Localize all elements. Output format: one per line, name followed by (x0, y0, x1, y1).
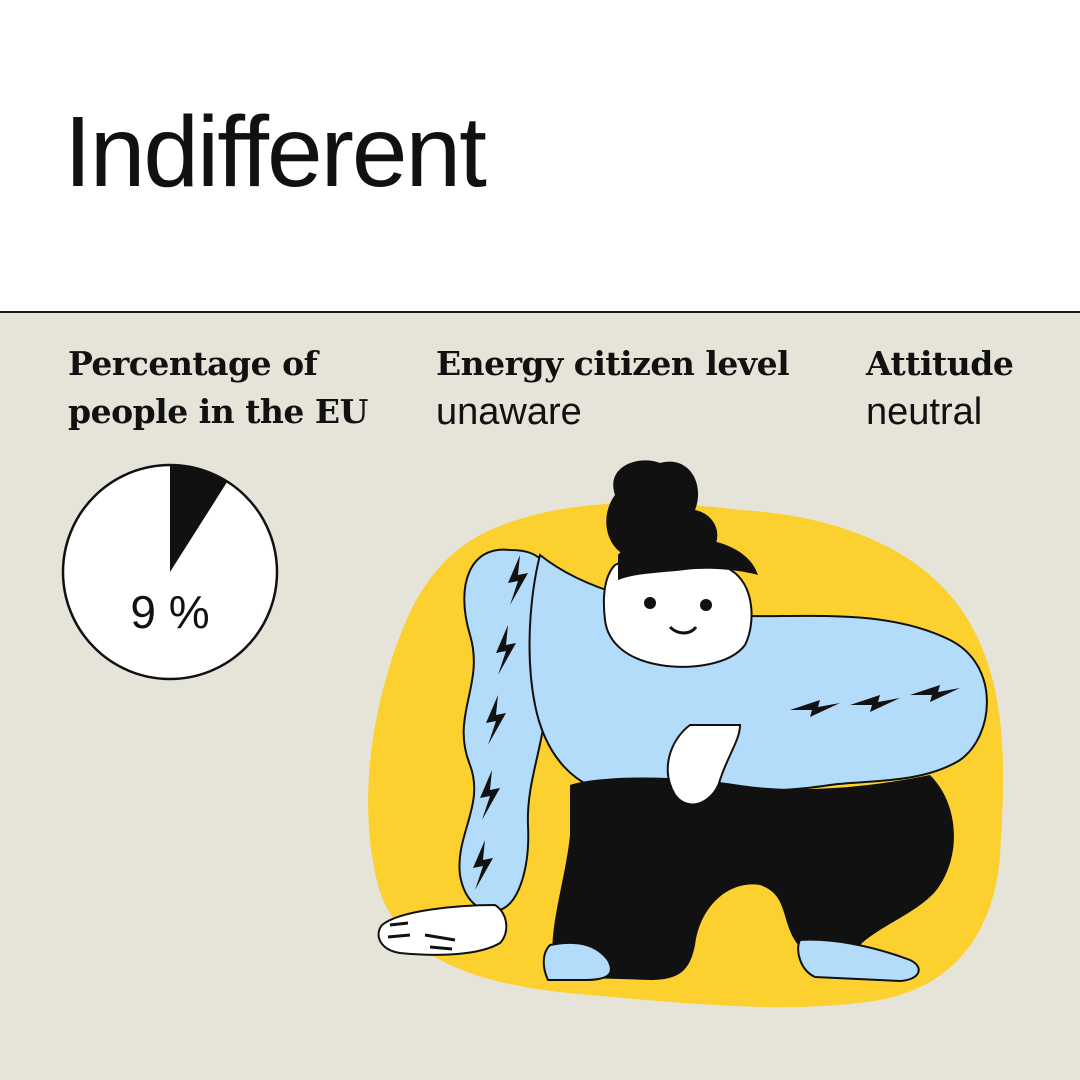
lightning-pattern (473, 555, 960, 890)
energy-level-value: unaware (436, 391, 582, 433)
page-title: Indifferent (64, 96, 487, 208)
right-hand (666, 724, 742, 806)
pie-slice (170, 465, 228, 572)
attitude-value: neutral (866, 391, 983, 433)
right-shoe (797, 938, 920, 983)
pants (552, 775, 954, 980)
left-hand (377, 903, 508, 956)
right-eye (700, 599, 712, 611)
left-eye (644, 597, 656, 609)
hair-fringe (618, 535, 758, 580)
percentage-pie-chart (61, 463, 279, 681)
percentage-label: Percentage of people in the EU (68, 344, 368, 431)
crouching-person-illustration (368, 460, 1004, 1008)
hair-bun (606, 460, 718, 555)
left-shoe (542, 941, 612, 981)
left-hand-lines (387, 921, 456, 951)
mouth (668, 625, 698, 635)
divider (0, 311, 1080, 313)
header: Indifferent (0, 0, 1080, 312)
energy-level-label: Energy citizen level (436, 344, 790, 383)
attitude-label: Attitude (866, 344, 1014, 383)
percentage-value: 9 % (130, 586, 210, 638)
